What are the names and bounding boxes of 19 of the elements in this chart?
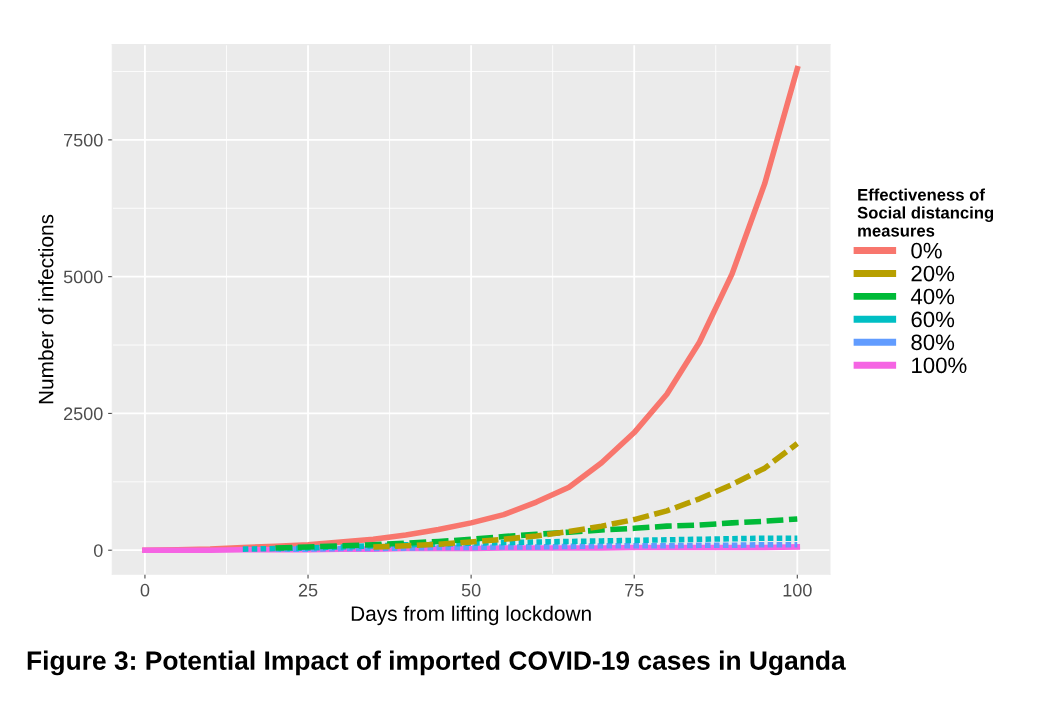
- y-tick-label: 2500: [64, 407, 103, 421]
- x-axis-title: Days from lifting lockdown: [351, 605, 591, 626]
- x-tick-label: 50: [461, 583, 481, 597]
- y-axis-title: Number of infections: [38, 214, 54, 404]
- legend-label: 20%: [911, 265, 955, 282]
- legend-label: 0%: [911, 242, 942, 259]
- caption: Figure 3: Potential Impact of imported COVID-19 cases in Uganda: [27, 650, 846, 676]
- legend-label: 40%: [910, 288, 955, 305]
- legend-title: Effectiveness of Social distancing measures: [857, 188, 994, 237]
- y-tick-label: 0: [93, 544, 103, 557]
- y-tick-label: 7500: [64, 133, 103, 147]
- legend-label: 80%: [911, 334, 955, 351]
- legend-label: 100%: [912, 357, 967, 374]
- y-tick-label: 5000: [63, 270, 103, 284]
- x-tick-label: 75: [625, 583, 644, 597]
- legend-label: 60%: [911, 311, 955, 328]
- x-tick-label: 25: [298, 583, 318, 597]
- x-tick-label: 100: [783, 583, 812, 597]
- x-tick-label: 0: [140, 583, 150, 597]
